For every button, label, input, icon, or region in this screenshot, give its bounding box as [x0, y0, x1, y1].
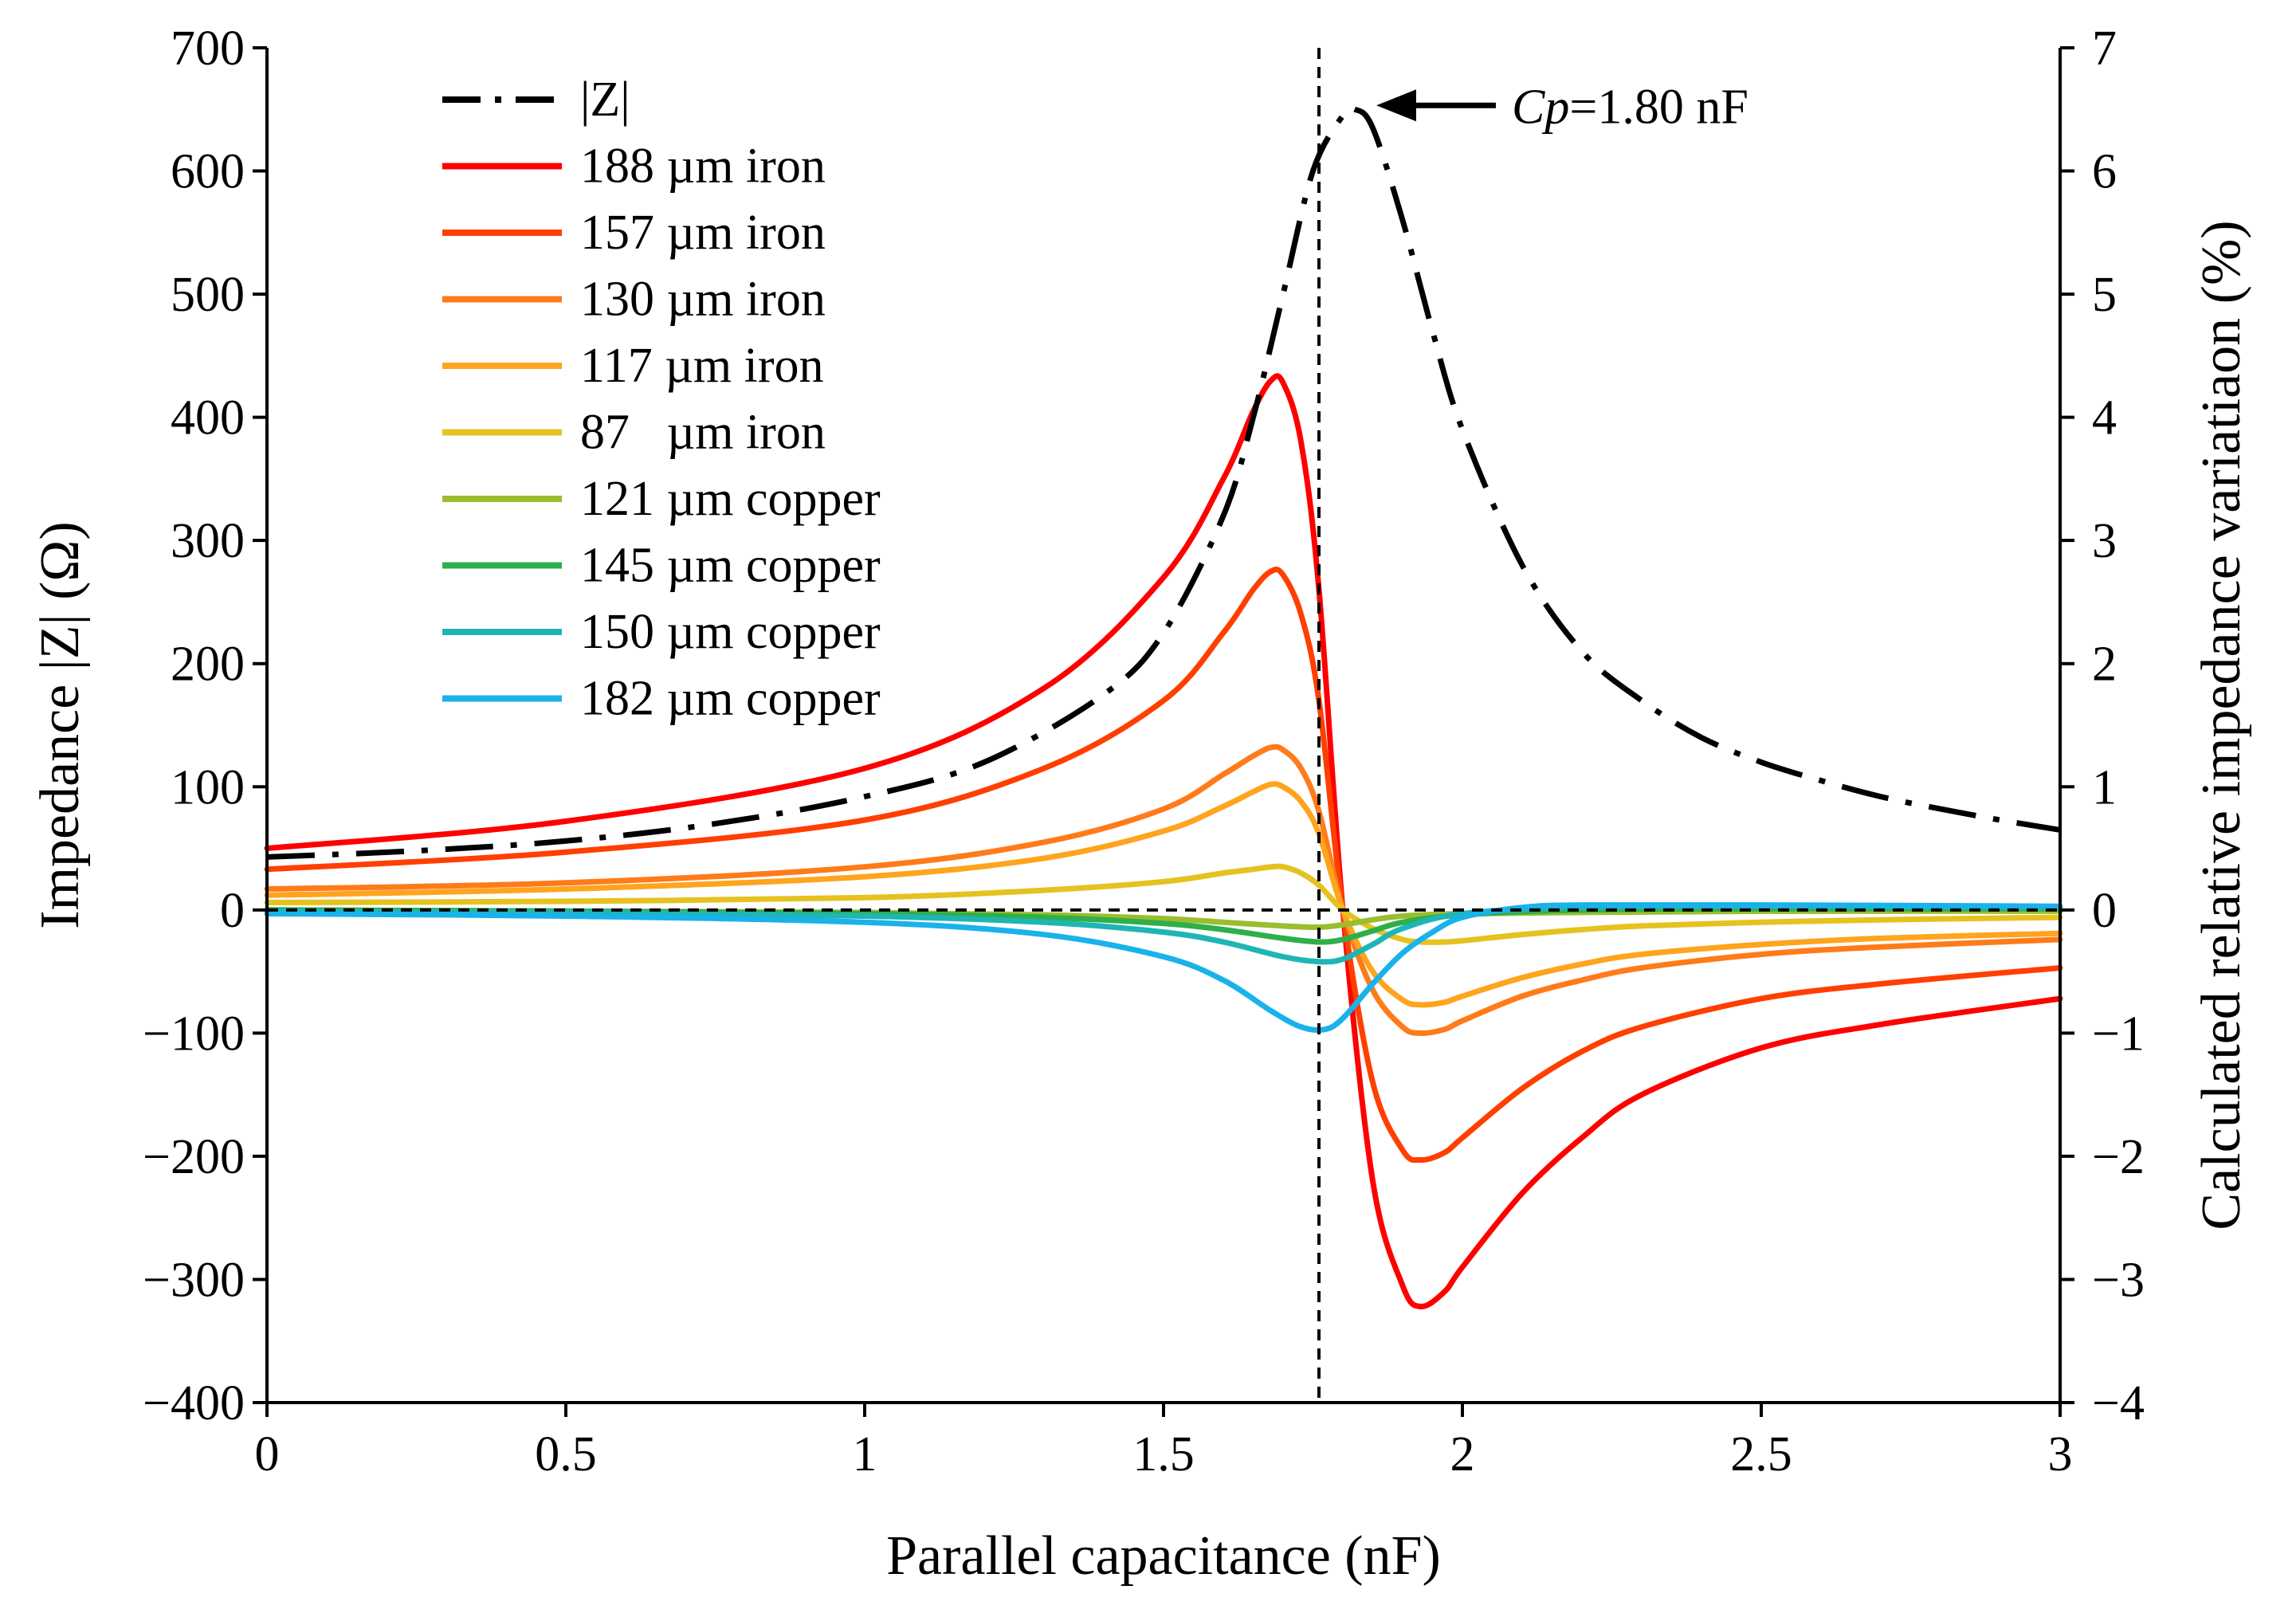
y-left-tick-label: 500	[171, 268, 245, 322]
y-right-tick-label: −1	[2092, 1007, 2145, 1061]
y-left-tick-label: 400	[171, 391, 245, 445]
y-left-tick-label: −300	[143, 1253, 245, 1307]
legend-label: |Z|	[580, 73, 630, 127]
y-right-tick-label: 0	[2092, 884, 2117, 938]
y-left-tick-label: −100	[143, 1007, 245, 1061]
y-left-tick-label: −400	[143, 1376, 245, 1430]
series-line-157-um-iron	[264, 567, 2063, 1164]
y-right-axis-title: Calculated relative impedance variatiaon…	[2191, 220, 2252, 1230]
legend-label: 130 µm iron	[580, 273, 826, 327]
y-right-tick-label: 1	[2092, 760, 2117, 814]
annotation-value: =1.80 nF	[1569, 80, 1748, 134]
x-tick-label: 0.5	[535, 1427, 597, 1481]
legend: |Z| 188 µm iron 157 µm iron 130 µm iron 117 …	[442, 73, 881, 726]
x-tick-label: 0	[255, 1427, 280, 1481]
x-tick-label: 2.5	[1730, 1427, 1792, 1481]
y-right-tick-label: −4	[2092, 1376, 2145, 1430]
legend-label: 150 µm copper	[580, 605, 881, 659]
x-tick-label: 2	[1450, 1427, 1475, 1481]
x-axis-title: Parallel capacitance (nF)	[886, 1525, 1441, 1587]
y-left-tick-label: 200	[171, 638, 245, 692]
y-right-tick-label: 7	[2092, 22, 2117, 76]
y-right-tick-label: 3	[2092, 514, 2117, 568]
legend-label: 121 µm copper	[580, 472, 881, 526]
annotation-text: Cp=1.80 nF	[1512, 80, 1748, 134]
impedance-line	[266, 104, 2061, 860]
y-right-tick-label: −2	[2092, 1130, 2145, 1184]
annotation-symbol: Cp	[1512, 80, 1569, 134]
x-tick-label: 1	[853, 1427, 877, 1481]
y-left-tick-label: 600	[171, 145, 245, 199]
series-lines	[264, 104, 2063, 1310]
annotation: Cp=1.80 nF	[1376, 80, 1748, 134]
y-right-tick-label: 5	[2092, 268, 2117, 322]
x-tick-label: 3	[2048, 1427, 2073, 1481]
legend-label: 182 µm copper	[580, 672, 881, 726]
y-left-tick-label: 300	[171, 514, 245, 568]
legend-label: 117 µm iron	[580, 339, 824, 393]
legend-label: 145 µm copper	[580, 539, 881, 593]
y-left-tick-label: 0	[220, 884, 245, 938]
legend-label: 87 µm iron	[580, 406, 826, 460]
y-right-tick-label: −3	[2092, 1253, 2145, 1307]
y-left-tick-label: −200	[143, 1130, 245, 1184]
axes: 7006005004003002001000−100−200−300−40076…	[29, 22, 2252, 1587]
x-tick-label: 1.5	[1132, 1427, 1195, 1481]
y-right-tick-label: 6	[2092, 145, 2117, 199]
y-left-tick-label: 100	[171, 760, 245, 814]
series-line-182-um-copper	[264, 901, 2063, 1034]
legend-label: 188 µm iron	[580, 139, 826, 194]
y-right-tick-label: 4	[2092, 391, 2117, 445]
y-right-tick-label: 2	[2092, 638, 2117, 692]
y-left-tick-label: 700	[171, 22, 245, 76]
series-line-117-um-iron	[264, 781, 2063, 1008]
legend-label: 157 µm iron	[580, 206, 826, 260]
series-line-130-um-iron	[264, 744, 2063, 1036]
series-line-87-um-iron	[264, 863, 2063, 945]
reference-lines	[267, 48, 2060, 1403]
y-left-axis-title: Impedance |Z| (Ω)	[29, 521, 91, 928]
series-line-188-um-iron	[264, 373, 2063, 1310]
annotation-arrow-head	[1376, 89, 1416, 122]
